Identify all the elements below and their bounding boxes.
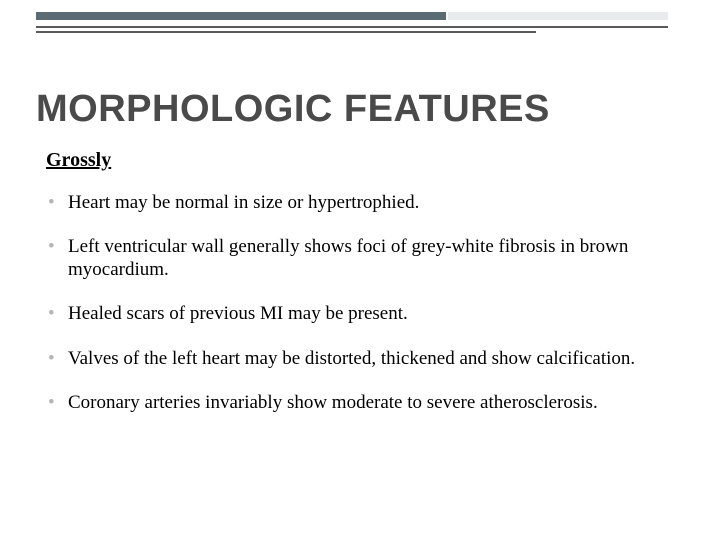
slide-top-decoration: [0, 0, 720, 38]
bullet-item: Coronary arteries invariably show modera…: [46, 392, 684, 414]
decor-bar-dark: [36, 12, 446, 20]
bullet-item: Heart may be normal in size or hypertrop…: [46, 192, 684, 214]
slide-content: MORPHOLOGIC FEATURES Grossly Heart may b…: [36, 88, 684, 436]
decor-line-long: [36, 26, 668, 28]
slide-subheading: Grossly: [46, 149, 684, 172]
slide-title: MORPHOLOGIC FEATURES: [36, 88, 684, 131]
decor-bar-light: [448, 12, 668, 20]
bullet-item: Valves of the left heart may be distorte…: [46, 348, 684, 370]
bullet-list: Heart may be normal in size or hypertrop…: [46, 192, 684, 414]
bullet-item: Healed scars of previous MI may be prese…: [46, 303, 684, 325]
bullet-item: Left ventricular wall generally shows fo…: [46, 236, 684, 281]
decor-line-short: [36, 31, 536, 33]
